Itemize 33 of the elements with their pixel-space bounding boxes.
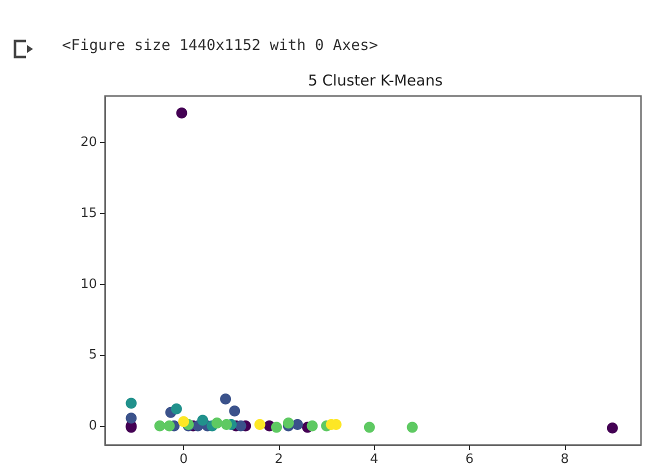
y-tick-label: 15: [80, 206, 97, 222]
y-tick-label: 20: [80, 135, 97, 150]
point: [126, 398, 137, 409]
point: [197, 414, 208, 426]
point: [364, 422, 375, 433]
point: [170, 403, 182, 414]
point: [154, 420, 166, 432]
point: [292, 418, 303, 430]
x-tick-label: 4: [370, 452, 378, 467]
chart-title: 5 Cluster K-Means: [308, 72, 443, 90]
y-tick-label: 5: [88, 348, 97, 363]
point: [176, 107, 188, 118]
point: [271, 422, 282, 433]
x-tick-label: 0: [179, 452, 188, 467]
point: [126, 412, 137, 424]
x-tick-label: 6: [465, 452, 474, 467]
point: [211, 418, 222, 429]
point: [306, 420, 318, 432]
point: [220, 393, 232, 404]
point: [229, 406, 240, 417]
point: [254, 418, 266, 430]
point: [235, 420, 246, 432]
point: [221, 418, 232, 430]
x-tick-label: 8: [560, 452, 569, 467]
point: [178, 416, 190, 428]
x-tick-label: 2: [274, 452, 284, 467]
text: <Figure size 1440x1152 with 0 Axes>: [62, 36, 378, 54]
point: [606, 422, 618, 434]
y-tick-label: 10: [80, 276, 97, 292]
point: [164, 420, 175, 432]
y-tick-label: 0: [88, 418, 97, 434]
point: [282, 418, 294, 429]
point: [406, 422, 418, 433]
